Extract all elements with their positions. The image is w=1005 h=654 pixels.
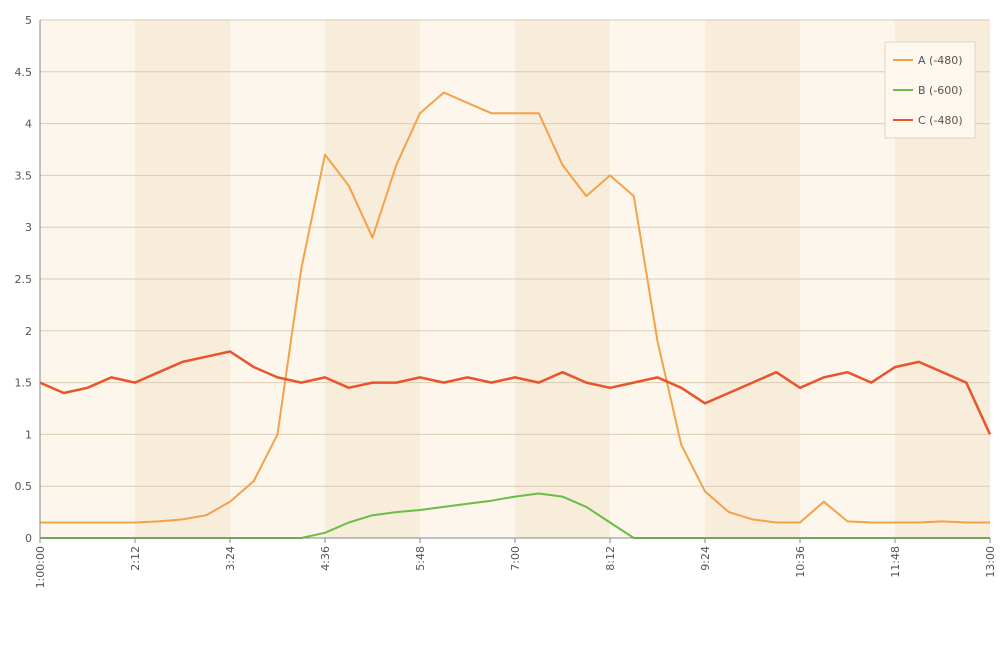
x-tick-label: 13:00: [984, 546, 997, 578]
y-tick-label: 0.5: [15, 480, 33, 493]
y-tick-label: 3.5: [15, 169, 33, 182]
y-tick-label: 0: [25, 532, 32, 545]
y-tick-labels: 0 0.5 1 1.5 2 2.5 3 3.5 4 4.5 5: [15, 14, 33, 545]
y-tick-label: 3: [25, 221, 32, 234]
x-tick-label: 7:00: [509, 546, 522, 571]
series-line: [39, 350, 992, 435]
series-line: [40, 91, 990, 524]
y-tick-label: 4: [25, 118, 32, 131]
x-tick-label: 4:36: [319, 546, 332, 571]
legend-label: C (-480): [918, 114, 963, 127]
x-tick-label: 3:24: [224, 546, 237, 571]
legend-label: B (-600): [918, 84, 963, 97]
x-tick-labels: 1:00:00 2:12 3:24 4:36 5:48 7:00 8:12 9:24 10:36…: [34, 538, 997, 588]
y-tick-label: 1: [25, 428, 32, 441]
x-tick-label: 9:24: [699, 546, 712, 571]
y-tick-label: 1.5: [15, 377, 33, 390]
x-tick-label: 2:12: [129, 546, 142, 571]
legend[interactable]: A (-480) B (-600) C (-480): [884, 41, 976, 139]
x-tick-label: 11:48: [889, 546, 902, 578]
y-tick-label: 2.5: [15, 273, 33, 286]
y-tick-label: 5: [25, 14, 32, 27]
x-tick-label: 8:12: [604, 546, 617, 571]
legend-label: A (-480): [918, 54, 963, 67]
x-tick-label: 5:48: [414, 546, 427, 571]
y-tick-label: 2: [25, 325, 32, 338]
x-tick-label: 10:36: [794, 546, 807, 578]
y-tick-label: 4.5: [15, 66, 33, 79]
x-tick-label: 1:00:00: [34, 546, 47, 588]
